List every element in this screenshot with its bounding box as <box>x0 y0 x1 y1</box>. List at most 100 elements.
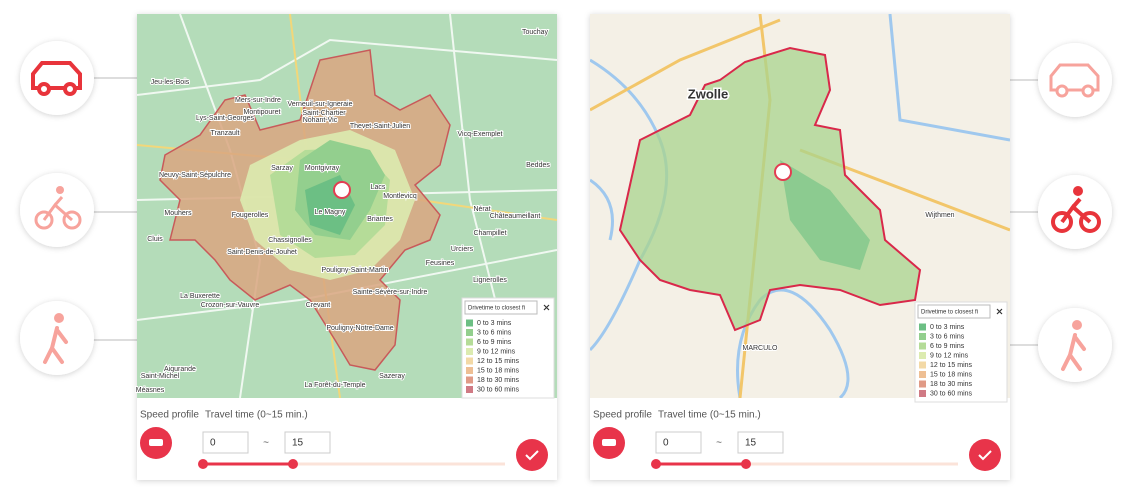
input-from[interactable] <box>202 431 249 454</box>
legend-swatch <box>466 386 473 393</box>
walk-icon[interactable] <box>1038 308 1112 382</box>
map-label: Champillet <box>473 230 506 237</box>
map-label: Neuvy-Saint-Sépulchre <box>159 172 231 179</box>
map-label: Feusines <box>426 260 455 267</box>
mode-icons-left <box>20 41 94 375</box>
slider-handle[interactable] <box>741 459 751 469</box>
map-label: Chassignolles <box>268 237 312 244</box>
input-to-value: 15 <box>745 438 757 449</box>
travel-time-label: Travel time (0~15 min.) <box>658 410 761 421</box>
map-label: Beddes <box>526 162 550 169</box>
legend-swatch <box>466 357 473 365</box>
input-to-value: 15 <box>292 438 304 449</box>
confirm-button[interactable] <box>969 439 1001 471</box>
legend-swatch <box>466 376 473 384</box>
map-label: Saint-Chartier <box>302 110 346 117</box>
map-label: Zwolle <box>688 86 728 101</box>
mode-icons-right <box>1038 43 1112 382</box>
map-label: Lacs <box>371 184 386 191</box>
map-label: Verneuil-sur-Igneraie <box>288 101 353 108</box>
confirm-check <box>525 450 539 461</box>
map-label: Aigurande <box>164 366 196 373</box>
slider-handle[interactable] <box>288 459 298 469</box>
input-from-value: 0 <box>210 438 216 449</box>
legend-label: 9 to 12 mins <box>930 352 969 359</box>
travel-time-label: Travel time (0~15 min.) <box>205 410 308 421</box>
connectors <box>90 77 1040 346</box>
map-label: Crozon-sur-Vauvre <box>201 302 260 309</box>
map-label: Wijthmen <box>925 212 954 219</box>
legend-close[interactable] <box>996 308 1003 315</box>
map-label: Nérat <box>473 206 490 213</box>
map-label: Saint-Denis-de-Jouhet <box>227 249 297 256</box>
input-from[interactable] <box>655 431 702 454</box>
map-label: Crevant <box>306 302 331 309</box>
map-label: Thevet-Saint-Julien <box>350 123 410 130</box>
legend-dropdown-text: Drivetime to closest fi <box>468 306 525 312</box>
map-label: Montipouret <box>244 109 281 116</box>
map-label: Saint-Michel <box>141 373 180 380</box>
map-label: Cluis <box>147 236 163 243</box>
map-label: Jeu-les-Bois <box>151 79 190 86</box>
bike-icon[interactable] <box>1038 175 1112 249</box>
legend-label: 30 to 60 mins <box>930 390 973 397</box>
map-label: Sainte-Sévère-sur-Indre <box>353 289 428 296</box>
legend-dropdown[interactable] <box>917 304 991 319</box>
legend-label: 18 to 30 mins <box>930 381 973 388</box>
map-label: Nohant-Vic <box>303 117 338 124</box>
map-label: La Forêt-du-Temple <box>304 382 365 389</box>
map-label: Mers-sur-Indre <box>235 97 281 104</box>
map-label: Sarzay <box>271 165 293 172</box>
profile-glyph <box>602 439 616 446</box>
legend-swatch <box>466 338 473 346</box>
map-label: La Buxerette <box>180 293 220 300</box>
map-label: Pouligny-Notre-Dame <box>326 325 393 332</box>
map-label: Méasnes <box>136 387 165 394</box>
map-label: Tranzault <box>211 130 240 137</box>
map-label: Urciers <box>451 246 474 253</box>
slider-handle[interactable] <box>198 459 208 469</box>
map-label: Châteaumeillant <box>490 213 541 220</box>
map-label: Sazeray <box>379 373 405 380</box>
legend-label: 15 to 18 mins <box>930 371 973 378</box>
legend-box <box>914 301 1008 403</box>
legend-swatch <box>919 323 926 331</box>
legend-dropdown[interactable] <box>464 300 538 315</box>
legend-label: 30 to 60 mins <box>477 386 520 393</box>
legend-label: 15 to 18 mins <box>477 367 520 374</box>
bike-icon[interactable] <box>20 173 94 247</box>
legend-label: 12 to 15 mins <box>477 358 520 365</box>
map-label: Touchay <box>522 29 549 36</box>
legend-label: 0 to 3 mins <box>477 320 512 327</box>
map-label: MARCULO <box>742 345 778 352</box>
car-icon[interactable] <box>20 41 94 115</box>
legend-close[interactable] <box>543 304 550 311</box>
slider-handle[interactable] <box>651 459 661 469</box>
input-from-value: 0 <box>663 438 669 449</box>
legend-swatch <box>919 342 926 350</box>
legend-label: 18 to 30 mins <box>477 377 520 384</box>
car-icon[interactable] <box>1038 43 1112 117</box>
map-label: Pouligny-Saint-Martin <box>322 267 389 274</box>
panel-content: Jeu-les-Bois Mers-sur-Indre Montipouret Ver… <box>135 28 555 471</box>
speed-profile-label: Speed profile <box>140 410 199 421</box>
map-label: Montgivray <box>305 165 340 172</box>
legend-swatch <box>466 329 473 336</box>
speed-profile-label: Speed profile <box>593 410 652 421</box>
confirm-button[interactable] <box>516 439 548 471</box>
input-to[interactable] <box>737 431 784 454</box>
legend-swatch <box>919 390 926 397</box>
profile-glyph <box>149 439 163 446</box>
walk-icon[interactable] <box>20 301 94 375</box>
legend-label: 9 to 12 mins <box>477 348 516 355</box>
legend-label: 6 to 9 mins <box>930 343 965 350</box>
legend-label: 3 to 6 mins <box>477 329 512 336</box>
legend-label: 3 to 6 mins <box>930 333 965 340</box>
legend-swatch <box>466 367 473 374</box>
legend-label: 0 to 3 mins <box>930 324 965 331</box>
legend-swatch <box>919 352 926 359</box>
legend-swatch <box>919 371 926 378</box>
legend-swatch <box>466 319 473 327</box>
input-to[interactable] <box>284 431 331 454</box>
